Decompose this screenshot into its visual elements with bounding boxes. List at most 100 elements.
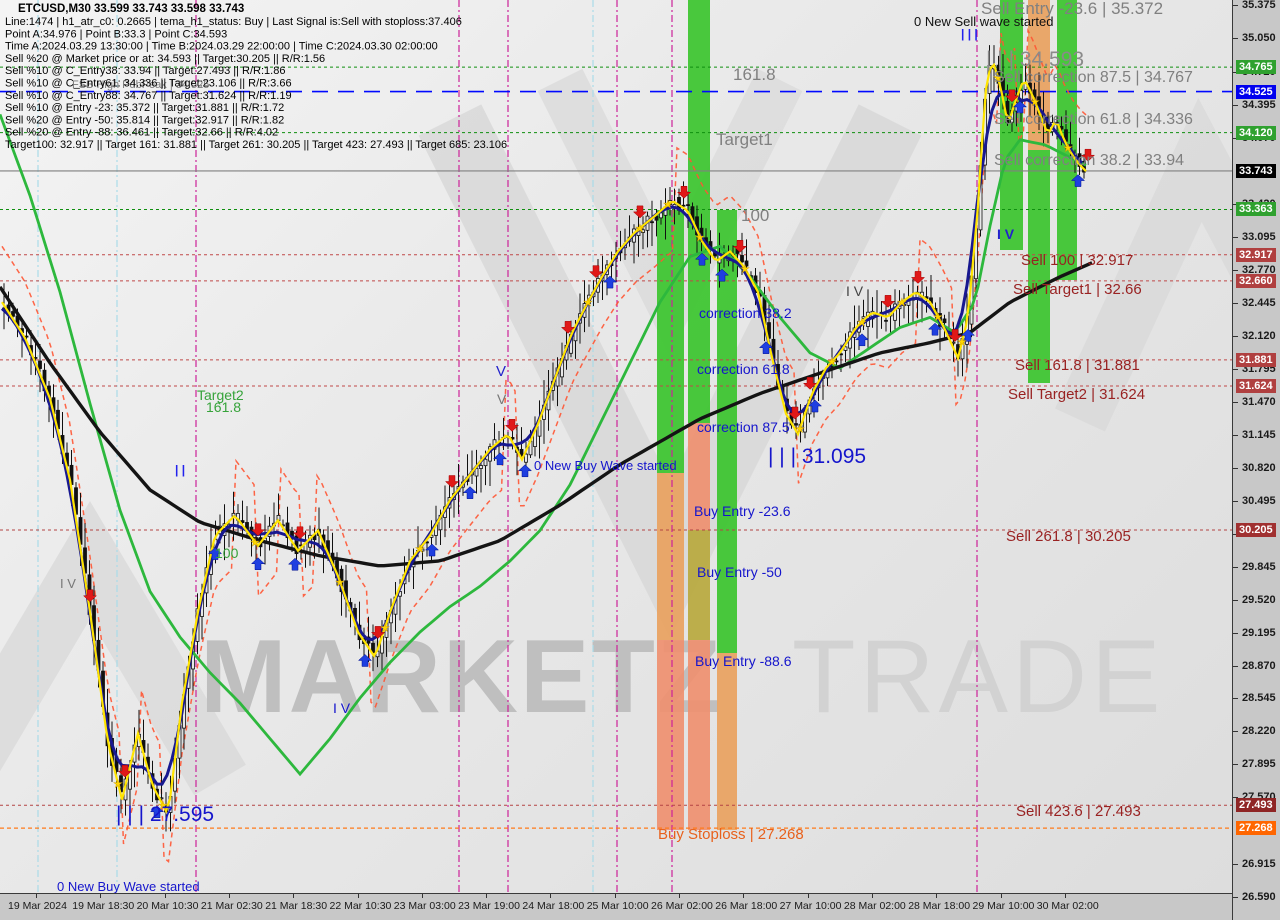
annotation-text: 0 New Sell wave started — [914, 14, 1053, 29]
candle-body — [479, 465, 483, 469]
annotation-text: correction 87.5 — [697, 419, 790, 435]
annotation-text: I V — [60, 576, 76, 591]
sell-arrow-icon — [732, 240, 748, 253]
sell-arrow-icon — [292, 526, 308, 540]
price-tick-mark — [1233, 467, 1238, 469]
sell-arrow-icon — [676, 185, 692, 199]
watermark-marketz-text: MARKETZ — [200, 619, 722, 735]
price-level-badge[interactable]: 34.120 — [1236, 125, 1276, 140]
price-level-badge[interactable]: 34.525 — [1236, 84, 1276, 99]
time-tick-mark — [228, 894, 230, 898]
price-level-badge[interactable]: 31.624 — [1236, 378, 1276, 393]
price-tick-mark — [1233, 698, 1238, 700]
annotation-text: Sell 261.8 | 30.205 — [1006, 528, 1131, 545]
candle-body — [38, 360, 42, 369]
buy-arrow-icon — [517, 464, 533, 478]
info-line: Time A:2024.03.29 13:30:00 | Time B:2024… — [5, 41, 438, 53]
price-level-badge[interactable]: 33.363 — [1236, 202, 1276, 217]
price-tick-mark — [1233, 500, 1238, 502]
candle-body — [524, 453, 528, 463]
time-tick-mark — [550, 894, 552, 898]
time-tick-label: 25 Mar 10:00 — [586, 900, 649, 912]
time-tick-mark — [100, 894, 102, 898]
price-tick-mark — [1233, 599, 1238, 601]
price-tick-label: 29.195 — [1242, 626, 1276, 639]
sell-arrow-icon — [444, 475, 460, 488]
price-level-badge[interactable]: 27.268 — [1236, 821, 1276, 836]
price-level-badge[interactable]: 32.660 — [1236, 273, 1276, 288]
price-tick-mark — [1233, 797, 1238, 799]
price-tick-mark — [1233, 764, 1238, 766]
price-tick-label: 34.395 — [1242, 98, 1276, 111]
sell-arrow-icon — [250, 523, 266, 537]
annotation-text: Sell correction 61.8 | 34.336 — [994, 111, 1193, 128]
time-tick-mark — [871, 894, 873, 898]
time-tick-label: 19 Mar 2024 — [8, 900, 67, 912]
annotation-text: Buy Entry -23.6 — [694, 503, 791, 519]
price-level-badge[interactable]: 33.743 — [1236, 163, 1276, 178]
price-tick-label: 30.495 — [1242, 494, 1276, 507]
buy-arrow-icon — [424, 543, 440, 557]
chart-canvas[interactable]: MARKETZ TRADE ★ ★ ★ ★ ★ ★ ★ ★ ★ ★ ★ ★ ★ ★ ★ ★ ★ ★ ★ ★ Sell Ent… — [0, 0, 1232, 893]
signal-star-icon: ★ — [695, 232, 705, 244]
buy-arrow-icon — [462, 486, 478, 499]
fib-zone-band — [688, 423, 710, 530]
price-tick-label: 32.770 — [1242, 263, 1276, 276]
time-tick-label: 19 Mar 18:30 — [72, 900, 135, 912]
price-level-badge[interactable]: 31.881 — [1236, 352, 1276, 367]
price-tick-label: 31.145 — [1242, 428, 1276, 441]
watermark-emblem — [0, 501, 246, 796]
price-tick-label: 29.520 — [1242, 593, 1276, 606]
fib-zone-band — [657, 473, 684, 640]
time-tick-mark — [357, 894, 359, 898]
watermark-emblem — [1055, 98, 1232, 432]
time-tick-label: 27 Mar 10:00 — [779, 900, 842, 912]
signal-star-icon: ★ — [635, 223, 645, 235]
time-tick-mark — [807, 894, 809, 898]
price-tick-label: 35.375 — [1242, 0, 1276, 12]
candle-body — [744, 260, 749, 267]
price-level-badge[interactable]: 34.765 — [1236, 60, 1276, 75]
time-tick-mark — [743, 894, 745, 898]
price-tick-label: 28.545 — [1242, 692, 1276, 705]
candle-body — [483, 458, 488, 467]
symbol-title: ETCUSD,M30 33.599 33.743 33.598 33.743 — [18, 3, 244, 15]
candle-body — [686, 204, 690, 207]
candle-body — [843, 346, 848, 351]
time-tick-mark — [486, 894, 488, 898]
signal-star-icon: ★ — [857, 317, 867, 329]
annotation-text: | | — [175, 463, 185, 477]
buy-arrow-icon — [207, 547, 223, 560]
chart-plot-area[interactable]: MARKETZ TRADE ★ ★ ★ ★ ★ ★ ★ ★ ★ ★ ★ ★ ★ ★ ★ ★ ★ ★ ★ ★ Sell Ent… — [0, 0, 1232, 893]
time-tick-label: 22 Mar 10:30 — [329, 900, 392, 912]
price-axis[interactable]: 35.37535.05034.72034.39534.07033.42033.0… — [1232, 0, 1280, 920]
buy-arrow-icon — [250, 557, 266, 570]
buy-arrow-icon — [1070, 174, 1086, 187]
candle-body — [951, 341, 956, 344]
annotation-text: | | | — [961, 27, 978, 41]
candle-body — [519, 448, 524, 457]
price-level-badge[interactable]: 32.917 — [1236, 247, 1276, 262]
time-tick-label: 23 Mar 03:00 — [393, 900, 456, 912]
annotation-text: Buy Stoploss | 27.268 — [658, 826, 804, 843]
buy-arrow-icon — [758, 341, 774, 354]
buy-arrow-icon — [357, 654, 373, 667]
price-tick-mark — [1233, 401, 1238, 403]
annotation-text: Sell Target2 | 31.624 — [1008, 386, 1145, 403]
buy-arrow-icon — [602, 275, 618, 289]
price-tick-label: 26.915 — [1242, 857, 1276, 870]
annotation-text: I V — [846, 283, 864, 299]
time-axis[interactable]: 19 Mar 2024 19 Mar 18:30 20 Mar 10:30 21 Ma… — [0, 893, 1232, 920]
price-level-badge[interactable]: 27.493 — [1236, 798, 1276, 813]
annotation-text: Buy Entry -88.6 — [695, 653, 792, 669]
signal-star-icon: ★ — [933, 312, 943, 324]
time-tick-mark — [421, 894, 423, 898]
annotation-text: 0 New Buy Wave started — [534, 458, 677, 473]
price-level-badge[interactable]: 30.205 — [1236, 523, 1276, 537]
buy-arrow-icon — [492, 452, 508, 466]
sell-arrow-icon — [1004, 89, 1020, 103]
buy-arrow-icon — [807, 399, 823, 413]
annotation-text: Sell 161.8 | 31.881 — [1015, 357, 1140, 374]
info-line: Point A:34.976 | Point B:33.3 | Point C:… — [5, 28, 227, 40]
price-tick-mark — [1233, 335, 1238, 337]
